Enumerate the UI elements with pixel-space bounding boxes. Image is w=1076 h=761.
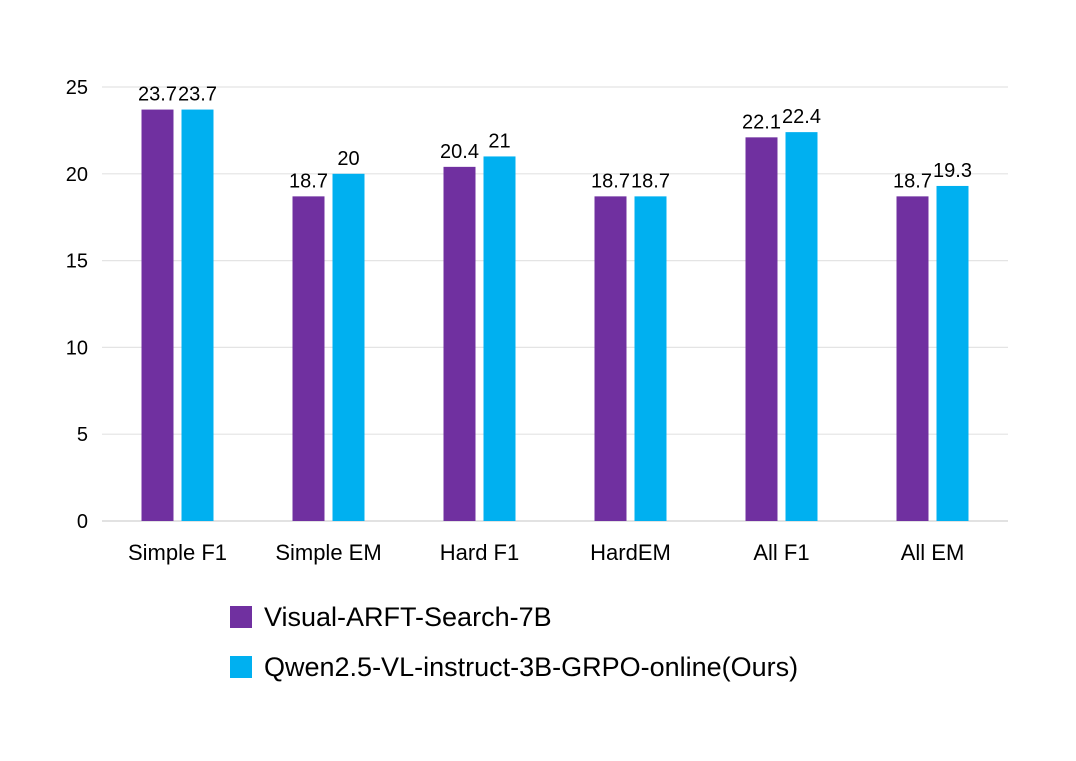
data-label: 21 xyxy=(488,130,510,152)
x-tick-label: Simple EM xyxy=(275,540,381,565)
y-tick-label: 10 xyxy=(66,337,88,359)
x-tick-label: Simple F1 xyxy=(128,540,227,565)
legend-swatch-series-2 xyxy=(230,656,252,678)
y-tick-label: 25 xyxy=(66,77,88,99)
bar xyxy=(785,132,818,522)
bar xyxy=(896,196,929,522)
legend-label-series-1: Visual-ARFT-Search-7B xyxy=(264,601,552,632)
y-tick-label: 20 xyxy=(66,164,88,186)
y-tick-label: 5 xyxy=(77,424,88,446)
data-label: 18.7 xyxy=(591,170,630,192)
bar xyxy=(292,196,325,522)
bar xyxy=(483,156,516,521)
y-tick-label: 0 xyxy=(77,511,88,533)
x-tick-label: HardEM xyxy=(590,540,671,565)
legend-item-series-2: Qwen2.5-VL-instruct-3B-GRPO-online(Ours) xyxy=(230,642,798,692)
x-tick-label: All EM xyxy=(901,540,965,565)
data-label: 22.1 xyxy=(742,111,781,133)
x-tick-label: Hard F1 xyxy=(440,540,519,565)
data-label: 23.7 xyxy=(138,84,177,106)
legend-item-series-1: Visual-ARFT-Search-7B xyxy=(230,592,798,642)
data-label: 18.7 xyxy=(289,170,328,192)
bars xyxy=(141,109,969,522)
bar xyxy=(745,137,778,521)
legend-label-series-2: Qwen2.5-VL-instruct-3B-GRPO-online(Ours) xyxy=(264,651,799,682)
bar xyxy=(594,196,627,522)
legend: Visual-ARFT-Search-7B Qwen2.5-VL-instruc… xyxy=(230,592,798,692)
data-label: 20.4 xyxy=(440,141,479,163)
bar xyxy=(181,109,214,522)
data-label: 19.3 xyxy=(933,160,972,182)
x-tick-label: All F1 xyxy=(753,540,809,565)
bar xyxy=(936,185,969,521)
gridlines xyxy=(102,86,1008,522)
bar xyxy=(634,196,667,522)
data-label: 22.4 xyxy=(782,106,821,128)
bar xyxy=(443,166,476,521)
y-tick-label: 15 xyxy=(66,251,88,273)
y-axis-ticks: 0 5 10 15 20 25 xyxy=(66,77,88,533)
bar xyxy=(141,109,174,522)
x-axis-ticks: Simple F1 Simple EM Hard F1 HardEM All F1 All… xyxy=(128,540,964,565)
bar xyxy=(332,173,365,522)
data-label: 20 xyxy=(337,148,359,170)
data-label: 18.7 xyxy=(893,170,932,192)
data-label: 23.7 xyxy=(178,84,217,106)
data-label: 18.7 xyxy=(631,170,670,192)
legend-swatch-series-1 xyxy=(230,606,252,628)
